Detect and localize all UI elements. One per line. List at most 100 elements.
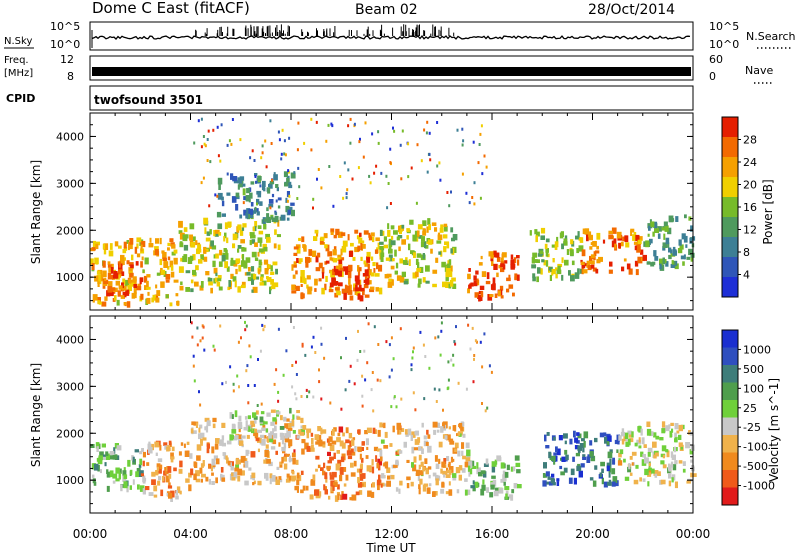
heatmap-cell	[431, 222, 437, 226]
heatmap-cell	[269, 286, 272, 291]
heatmap-cell	[480, 470, 486, 474]
heatmap-cell	[104, 462, 107, 467]
heatmap-cell	[373, 446, 379, 452]
heatmap-cell	[285, 205, 290, 213]
heatmap-cell	[140, 240, 146, 248]
heatmap-cell	[242, 254, 245, 261]
heatmap-cell	[193, 473, 197, 481]
x-tick-label: 20:00	[575, 527, 610, 541]
heatmap-cell	[131, 279, 136, 286]
heatmap-cell	[483, 463, 489, 467]
heatmap-cell	[199, 467, 203, 474]
heatmap-cell	[578, 245, 584, 252]
heatmap-cell	[411, 446, 415, 454]
heatmap-cell	[246, 364, 249, 368]
heatmap-cell	[274, 419, 278, 425]
heatmap-cell	[281, 437, 284, 445]
heatmap-cell	[262, 328, 265, 332]
heatmap-cell	[229, 412, 233, 419]
heatmap-cell	[478, 143, 481, 146]
heatmap-cell	[581, 262, 586, 269]
heatmap-cell	[252, 412, 257, 418]
heatmap-cell	[689, 449, 693, 455]
heatmap-cell	[228, 139, 231, 143]
heatmap-cell	[601, 468, 604, 473]
heatmap-cell	[123, 474, 128, 480]
heatmap-cell	[299, 431, 305, 436]
heatmap-cell	[170, 490, 175, 498]
heatmap-cell	[189, 223, 195, 230]
heatmap-cell	[419, 478, 423, 485]
heatmap-cell	[361, 374, 364, 378]
heatmap-cell	[685, 244, 688, 248]
heatmap-cell	[661, 227, 666, 231]
heatmap-cell	[647, 481, 650, 487]
heatmap-cell	[672, 246, 676, 251]
heatmap-cell	[633, 232, 637, 237]
heatmap-cell	[418, 278, 422, 285]
heatmap-cell	[479, 132, 482, 136]
heatmap-cell	[209, 160, 212, 164]
heatmap-cell	[315, 455, 320, 460]
heatmap-cell	[237, 224, 242, 231]
heatmap-cell	[594, 465, 598, 470]
heatmap-cell	[285, 453, 290, 457]
heatmap-cell	[485, 165, 488, 169]
heatmap-cell	[473, 481, 479, 488]
heatmap-cell	[629, 456, 633, 460]
heatmap-cell	[365, 438, 369, 446]
heatmap-cell	[250, 451, 256, 458]
heatmap-cell	[668, 247, 672, 253]
heatmap-cell	[428, 152, 431, 156]
heatmap-cell	[372, 427, 376, 434]
heatmap-cell	[409, 219, 414, 225]
heatmap-cell	[355, 279, 360, 285]
heatmap-cell	[156, 290, 161, 297]
heatmap-cell	[258, 269, 261, 275]
heatmap-cell	[293, 261, 297, 265]
heatmap-cell	[648, 467, 652, 472]
heatmap-cell	[218, 232, 222, 236]
heatmap-cell	[489, 492, 494, 498]
heatmap-cell	[277, 130, 280, 134]
heatmap-cell	[274, 425, 277, 432]
heatmap-cell	[186, 441, 190, 445]
heatmap-cell	[665, 237, 670, 245]
heatmap-cell	[547, 476, 551, 480]
heatmap-cell	[99, 451, 104, 459]
heatmap-cell	[668, 472, 672, 479]
heatmap-cell	[408, 243, 411, 251]
heatmap-cell	[161, 250, 165, 254]
heatmap-cell	[422, 484, 427, 492]
heatmap-cell	[349, 440, 352, 447]
heatmap-cell	[256, 211, 260, 216]
heatmap-cell	[200, 281, 204, 288]
heatmap-cell	[92, 294, 98, 301]
heatmap-cell	[128, 278, 132, 284]
heatmap-cell	[93, 481, 97, 486]
heatmap-cell	[345, 192, 348, 196]
heatmap-cell	[410, 166, 413, 170]
heatmap-cell	[435, 463, 440, 469]
heatmap-cell	[320, 397, 323, 401]
heatmap-cell	[281, 128, 284, 132]
heatmap-cell	[300, 417, 304, 424]
heatmap-cell	[481, 484, 486, 491]
heatmap-cell	[447, 386, 450, 390]
heatmap-cell	[357, 482, 363, 488]
colorbar-segment	[722, 417, 738, 436]
heatmap-cell	[332, 471, 337, 478]
heatmap-cell	[110, 267, 114, 274]
heatmap-cell	[332, 485, 335, 491]
heatmap-cell	[692, 473, 697, 477]
heatmap-cell	[503, 481, 506, 486]
heatmap-cell	[217, 223, 223, 230]
heatmap-cell	[323, 462, 326, 469]
heatmap-cell	[598, 256, 603, 262]
heatmap-cell	[338, 264, 343, 271]
heatmap-cell	[461, 143, 464, 147]
heatmap-cell	[379, 379, 382, 383]
heatmap-cell	[223, 248, 227, 252]
heatmap-cell	[287, 431, 291, 438]
heatmap-cell	[599, 472, 603, 478]
